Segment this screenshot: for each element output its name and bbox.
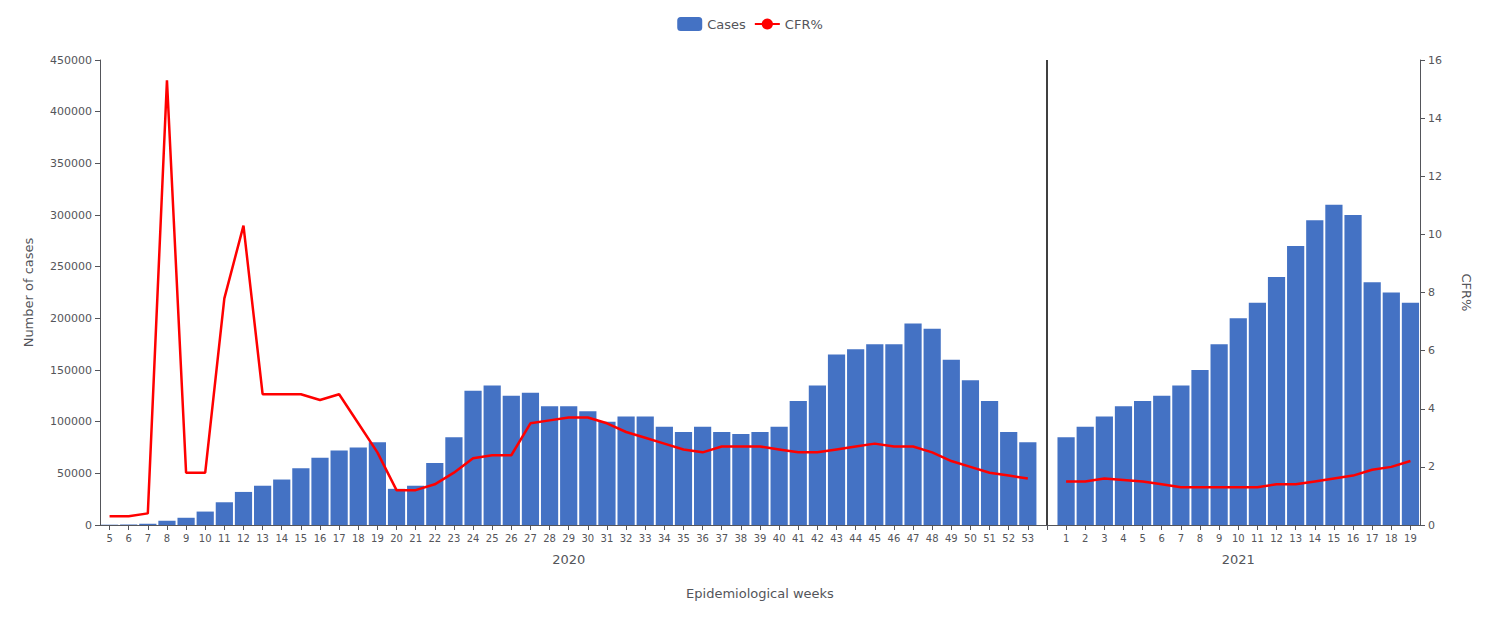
svg-text:CFR%: CFR%: [785, 17, 823, 32]
svg-text:4: 4: [1428, 402, 1435, 415]
svg-text:200000: 200000: [50, 312, 92, 325]
svg-text:30: 30: [581, 533, 594, 544]
svg-text:12: 12: [1428, 170, 1442, 183]
svg-text:19: 19: [371, 533, 384, 544]
svg-text:53: 53: [1021, 533, 1034, 544]
svg-text:16: 16: [1347, 533, 1360, 544]
svg-text:16: 16: [1428, 54, 1442, 67]
svg-text:300000: 300000: [50, 209, 92, 222]
svg-text:28: 28: [543, 533, 556, 544]
svg-text:50000: 50000: [57, 467, 92, 480]
svg-text:27: 27: [524, 533, 537, 544]
svg-text:13: 13: [1289, 533, 1302, 544]
svg-text:100000: 100000: [50, 415, 92, 428]
svg-text:20: 20: [390, 533, 403, 544]
svg-text:350000: 350000: [50, 157, 92, 170]
svg-text:0: 0: [85, 519, 92, 532]
svg-text:450000: 450000: [50, 54, 92, 67]
svg-text:18: 18: [1385, 533, 1398, 544]
svg-text:49: 49: [945, 533, 958, 544]
svg-text:45: 45: [868, 533, 881, 544]
svg-text:4: 4: [1120, 533, 1126, 544]
svg-text:150000: 150000: [50, 364, 92, 377]
svg-text:25: 25: [486, 533, 499, 544]
svg-text:39: 39: [754, 533, 767, 544]
svg-text:26: 26: [505, 533, 518, 544]
svg-text:15: 15: [1328, 533, 1341, 544]
svg-text:35: 35: [677, 533, 690, 544]
svg-text:24: 24: [467, 533, 480, 544]
svg-text:42: 42: [811, 533, 824, 544]
svg-text:22: 22: [428, 533, 441, 544]
svg-text:10: 10: [1428, 228, 1442, 241]
svg-text:15: 15: [295, 533, 308, 544]
svg-text:7: 7: [1178, 533, 1184, 544]
svg-text:32: 32: [620, 533, 633, 544]
svg-text:47: 47: [907, 533, 920, 544]
svg-text:6: 6: [126, 533, 132, 544]
svg-text:400000: 400000: [50, 105, 92, 118]
svg-text:37: 37: [715, 533, 728, 544]
svg-text:Number of cases: Number of cases: [21, 237, 36, 347]
svg-text:16: 16: [314, 533, 327, 544]
svg-text:51: 51: [983, 533, 996, 544]
svg-text:5: 5: [106, 533, 112, 544]
svg-text:14: 14: [1308, 533, 1321, 544]
svg-text:29: 29: [562, 533, 575, 544]
svg-text:9: 9: [1216, 533, 1222, 544]
svg-text:5: 5: [1139, 533, 1145, 544]
svg-text:14: 14: [1428, 112, 1442, 125]
svg-text:34: 34: [658, 533, 671, 544]
svg-text:11: 11: [218, 533, 231, 544]
svg-text:19: 19: [1404, 533, 1417, 544]
svg-text:8: 8: [1428, 286, 1435, 299]
svg-text:2: 2: [1428, 460, 1435, 473]
svg-text:21: 21: [409, 533, 422, 544]
svg-text:33: 33: [639, 533, 652, 544]
svg-text:14: 14: [275, 533, 288, 544]
svg-text:9: 9: [183, 533, 189, 544]
svg-text:50: 50: [964, 533, 977, 544]
svg-text:46: 46: [888, 533, 901, 544]
svg-text:6: 6: [1159, 533, 1165, 544]
svg-text:44: 44: [849, 533, 862, 544]
svg-text:8: 8: [164, 533, 170, 544]
svg-text:3: 3: [1101, 533, 1107, 544]
svg-text:31: 31: [601, 533, 614, 544]
svg-text:Cases: Cases: [707, 17, 746, 32]
svg-text:36: 36: [696, 533, 709, 544]
svg-text:7: 7: [145, 533, 151, 544]
svg-text:10: 10: [199, 533, 212, 544]
svg-text:10: 10: [1232, 533, 1245, 544]
svg-text:41: 41: [792, 533, 805, 544]
svg-text:8: 8: [1197, 533, 1203, 544]
svg-text:2021: 2021: [1222, 552, 1255, 567]
svg-text:12: 12: [237, 533, 250, 544]
svg-text:43: 43: [830, 533, 843, 544]
svg-text:52: 52: [1002, 533, 1015, 544]
svg-text:250000: 250000: [50, 260, 92, 273]
svg-text:17: 17: [333, 533, 346, 544]
svg-text:11: 11: [1251, 533, 1264, 544]
svg-text:6: 6: [1428, 344, 1435, 357]
svg-text:2020: 2020: [552, 552, 585, 567]
svg-text:Epidemiological weeks: Epidemiological weeks: [686, 586, 834, 601]
svg-text:48: 48: [926, 533, 939, 544]
svg-text:13: 13: [256, 533, 269, 544]
svg-text:12: 12: [1270, 533, 1283, 544]
svg-text:40: 40: [773, 533, 786, 544]
svg-text:23: 23: [448, 533, 461, 544]
svg-text:CFR%: CFR%: [1459, 274, 1474, 312]
svg-text:0: 0: [1428, 519, 1435, 532]
svg-text:17: 17: [1366, 533, 1379, 544]
svg-text:18: 18: [352, 533, 365, 544]
svg-text:38: 38: [735, 533, 748, 544]
svg-text:2: 2: [1082, 533, 1088, 544]
svg-text:1: 1: [1063, 533, 1069, 544]
